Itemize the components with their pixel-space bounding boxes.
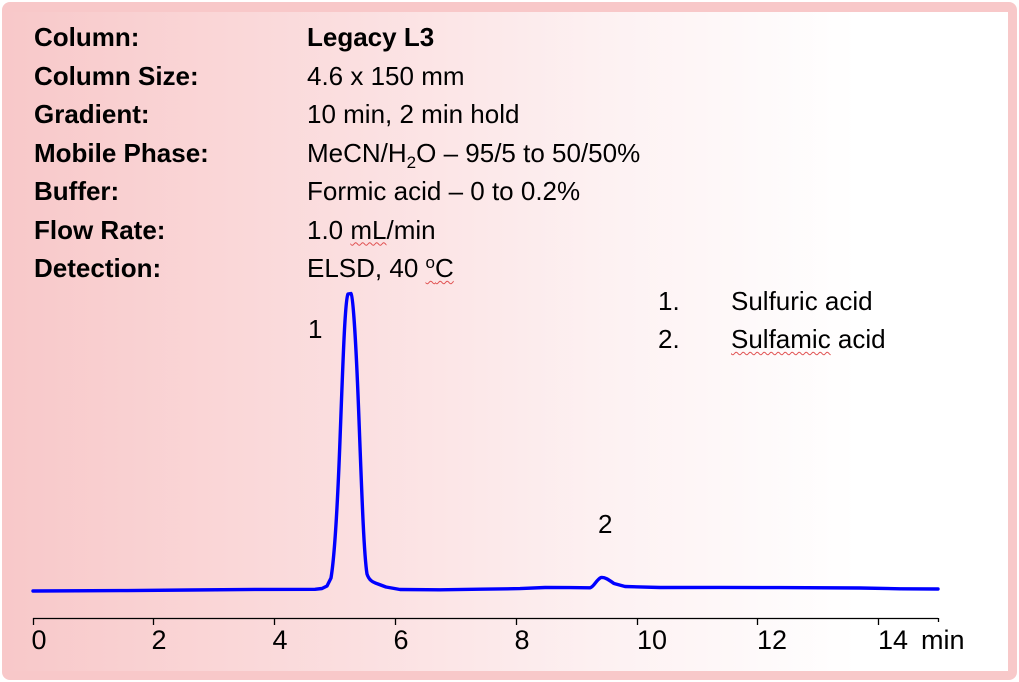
legend-compound-word: Sulfamic (731, 324, 831, 354)
gradient-value: 10 min, 2 min hold (307, 99, 520, 129)
x-tick-label: 8 (514, 625, 530, 655)
x-axis-ticks (32, 618, 940, 625)
legend-number: 1. (658, 286, 680, 316)
mobile-phase-subscript: 2 (406, 152, 417, 172)
x-tick-label: 4 (272, 625, 288, 655)
column-label: Column: (34, 22, 140, 52)
x-tick-label: 12 (756, 625, 788, 655)
detection-degree-unit: oC (426, 253, 454, 283)
buffer-value: Formic acid – 0 to 0.2% (307, 176, 581, 206)
flow-rate-number: 1.0 (307, 214, 351, 245)
column-size-value: 4.6 x 150 mm (307, 60, 465, 91)
legend-number: 2. (658, 324, 680, 354)
x-tick-label: 10 (636, 625, 668, 655)
celsius-unit: C (434, 253, 454, 283)
chart-panel (4, 12, 1008, 671)
gradient-label: Gradient: (34, 99, 150, 129)
x-tick-label: 6 (393, 625, 409, 655)
flow-rate-unit: mL (350, 214, 387, 245)
mobile-phase-value: MeCN/H2O – 95/5 to 50/50% (307, 137, 641, 172)
peak-1-label: 1 (308, 314, 323, 344)
flow-rate-per: /min (386, 214, 436, 245)
detection-text: ELSD, 40 (307, 253, 426, 283)
x-tick-label: 14 (877, 625, 909, 655)
column-value: Legacy L3 (307, 22, 435, 52)
x-tick-label: 0 (31, 625, 47, 655)
legend-compound: Sulfamic acid (731, 324, 886, 355)
detection-label: Detection: (34, 253, 162, 283)
mobile-phase-label: Mobile Phase: (34, 137, 209, 168)
column-size-label: Column Size: (34, 60, 199, 91)
flow-rate-label: Flow Rate: (34, 214, 166, 245)
legend-compound-suffix: acid (830, 324, 886, 354)
degree-superscript: o (425, 253, 435, 272)
x-axis-unit: min (921, 625, 965, 655)
buffer-label: Buffer: (34, 176, 120, 206)
chromatogram-trace (31, 291, 940, 593)
flow-rate-value: 1.0 mL/min (307, 215, 436, 246)
mobile-phase-text-b: O – 95/5 to 50/50% (416, 137, 641, 168)
peak-2-label: 2 (598, 509, 613, 539)
detection-value: ELSD, 40 oC (307, 253, 454, 284)
mobile-phase-text-a: MeCN/H (307, 137, 407, 168)
legend-compound: Sulfuric acid (731, 286, 873, 316)
x-tick-label: 2 (151, 625, 167, 655)
